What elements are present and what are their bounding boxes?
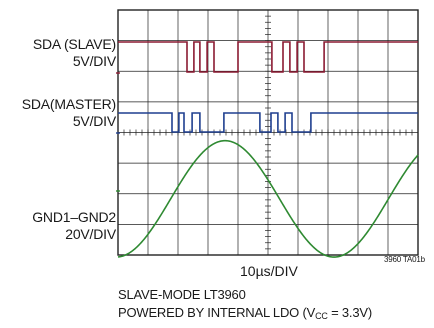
caption-line-2-subscript: CC — [315, 311, 328, 321]
master-trace-scale: 5V/DIV — [72, 113, 116, 129]
gnd-trace-name: GND1–GND2 — [32, 209, 116, 225]
master-trace-name: SDA(MASTER) — [21, 96, 116, 112]
master-trace-label: SDA(MASTER) 5V/DIV — [22, 96, 116, 130]
x-axis-scale-label: 10µs/DIV — [240, 263, 298, 279]
caption-line-2-prefix: POWERED BY INTERNAL LDO (V — [118, 305, 316, 320]
gnd-trace-label: GND1–GND2 20V/DIV — [32, 209, 116, 243]
slave-trace-label: SDA (SLAVE) 5V/DIV — [33, 36, 116, 70]
sda-slave-trace — [118, 41, 418, 73]
caption-line-1: SLAVE-MODE LT3960 — [118, 287, 246, 302]
slave-trace-name: SDA (SLAVE) — [32, 36, 116, 52]
slave-trace-scale: 5V/DIV — [72, 53, 116, 69]
figure-tag: 3960 TA01b — [384, 255, 425, 264]
caption-line-2-suffix: = 3.3V) — [327, 305, 372, 320]
sda-master-trace — [118, 112, 418, 133]
gnd-trace-scale: 20V/DIV — [65, 226, 116, 242]
gnd-difference-trace — [117, 139, 419, 258]
traces — [116, 41, 419, 258]
caption-line-2: POWERED BY INTERNAL LDO (VCC = 3.3V) — [118, 305, 372, 321]
